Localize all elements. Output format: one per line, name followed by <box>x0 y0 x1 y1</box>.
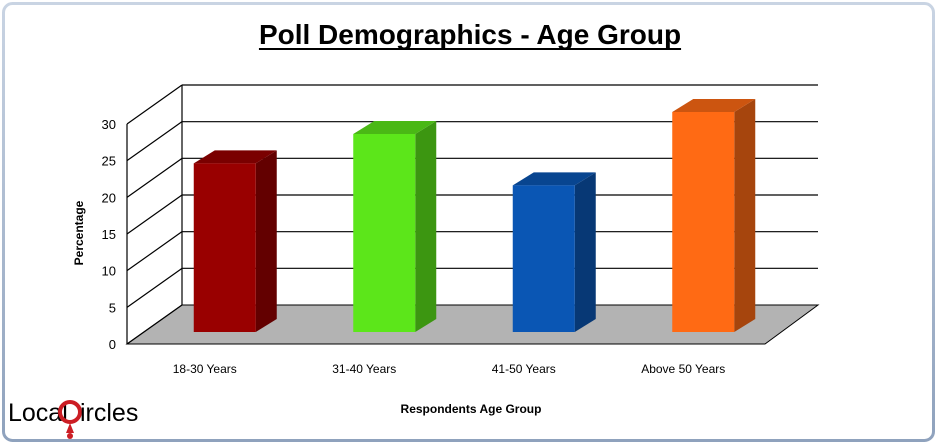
bar-top-face <box>672 99 756 112</box>
logo-pin-icon <box>66 423 74 433</box>
bar <box>353 121 437 332</box>
y-tick-label: 10 <box>102 264 116 279</box>
logo-text-local: Local <box>8 399 68 427</box>
x-axis-label: Respondents Age Group <box>401 402 542 416</box>
bar-top-face <box>193 150 277 164</box>
bars <box>193 99 756 332</box>
bar-front-face <box>512 185 575 332</box>
bar-front-face <box>353 134 416 332</box>
x-tick-label: 18-30 Years <box>173 362 237 376</box>
x-tick-label: 41-50 Years <box>492 362 556 376</box>
x-tick-label: 31-40 Years <box>332 362 396 376</box>
y-tick-label: 20 <box>102 190 116 205</box>
gridline-side <box>126 267 183 308</box>
logo-circle-icon <box>58 400 82 424</box>
bar-side-face <box>734 99 756 332</box>
bar <box>672 99 756 332</box>
gridline-side <box>126 84 183 125</box>
y-tick-label: 30 <box>102 117 116 132</box>
y-axis-label: Percentage <box>72 200 86 265</box>
bar-front-face <box>193 163 256 332</box>
y-axis-ticks: 0 5 10 15 20 25 30 <box>102 117 116 352</box>
gridline-side <box>126 304 183 345</box>
gridline-side <box>126 121 183 162</box>
bar-top-face <box>512 172 596 186</box>
x-tick-label: Above 50 Years <box>641 362 725 376</box>
y-tick-label: 5 <box>109 300 116 315</box>
bar <box>193 150 277 332</box>
bar-front-face <box>672 112 735 332</box>
gridline-side <box>126 194 183 235</box>
logo-pin-dot-icon <box>67 433 73 439</box>
bar-side-face <box>255 150 277 332</box>
x-axis-ticks: 18-30 Years 31-40 Years 41-50 Years Above 5… <box>173 362 726 376</box>
bar-side-face <box>415 121 437 332</box>
localcircles-logo: Local C ircles <box>8 399 138 439</box>
gridline-side <box>126 231 183 272</box>
chart-title: Poll Demographics - Age Group <box>259 19 681 50</box>
bar-side-face <box>574 172 596 332</box>
y-tick-label: 0 <box>109 337 116 352</box>
logo-text-ircles: ircles <box>80 399 138 427</box>
y-tick-label: 15 <box>102 227 116 242</box>
gridline-side <box>126 157 183 198</box>
y-tick-label: 25 <box>102 154 116 169</box>
bar-top-face <box>353 121 437 134</box>
bar <box>512 172 596 332</box>
